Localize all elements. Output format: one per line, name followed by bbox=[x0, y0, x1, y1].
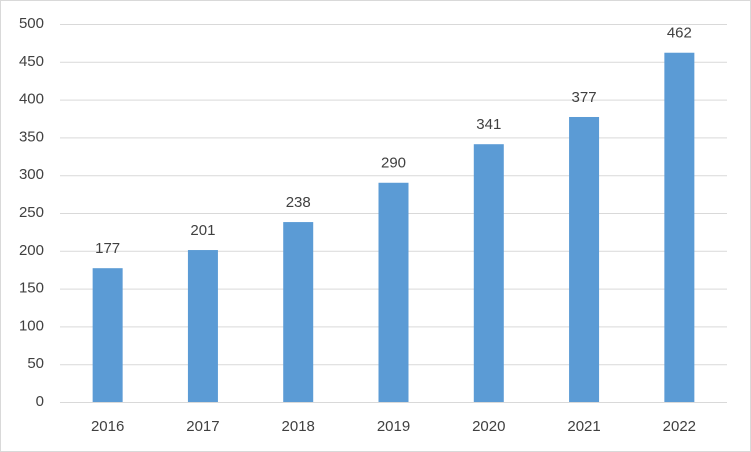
bar bbox=[473, 144, 504, 403]
y-tick-label: 300 bbox=[19, 166, 44, 183]
x-tick-label: 2021 bbox=[567, 418, 600, 435]
bar bbox=[92, 268, 123, 402]
y-tick-label: 250 bbox=[19, 204, 44, 221]
x-tick-label: 2020 bbox=[472, 418, 505, 435]
y-tick-label: 0 bbox=[36, 393, 44, 410]
x-tick-label: 2019 bbox=[377, 418, 410, 435]
y-tick-label: 500 bbox=[19, 15, 44, 32]
bar bbox=[569, 116, 600, 402]
x-tick-label: 2016 bbox=[91, 418, 124, 435]
value-label: 290 bbox=[381, 155, 406, 172]
value-label: 177 bbox=[95, 240, 120, 257]
value-label: 377 bbox=[572, 89, 597, 106]
y-tick-label: 400 bbox=[19, 91, 44, 108]
x-tick-label: 2017 bbox=[186, 418, 219, 435]
x-tick-label: 2018 bbox=[282, 418, 315, 435]
bar bbox=[664, 52, 695, 403]
x-tick-label: 2022 bbox=[663, 418, 696, 435]
value-label: 462 bbox=[667, 25, 692, 42]
value-label: 341 bbox=[476, 116, 501, 133]
bar bbox=[378, 182, 409, 402]
y-tick-label: 150 bbox=[19, 280, 44, 297]
y-tick-label: 450 bbox=[19, 53, 44, 70]
value-label: 201 bbox=[190, 222, 215, 239]
bar bbox=[283, 222, 314, 402]
y-tick-label: 200 bbox=[19, 242, 44, 259]
y-tick-label: 50 bbox=[27, 355, 44, 372]
y-tick-label: 100 bbox=[19, 317, 44, 334]
value-label: 238 bbox=[286, 194, 311, 211]
y-tick-label: 350 bbox=[19, 128, 44, 145]
bar bbox=[187, 250, 218, 402]
